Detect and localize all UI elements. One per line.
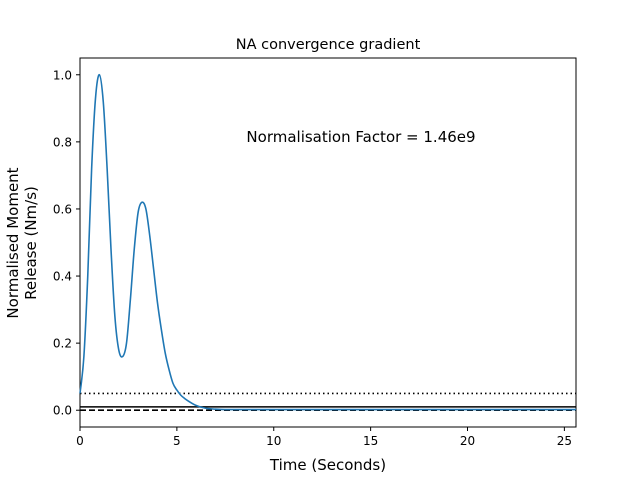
y-tick-label: 0.6 xyxy=(53,202,72,216)
y-tick-label: 0.0 xyxy=(53,404,72,418)
plot-frame xyxy=(79,57,577,428)
x-tick-label: 20 xyxy=(460,434,475,448)
x-axis-label: Time (Seconds) xyxy=(269,456,386,474)
x-tick-label: 5 xyxy=(173,434,181,448)
normalisation-annotation: Normalisation Factor = 1.46e9 xyxy=(246,128,475,146)
x-axis-ticks: 0 5 10 15 20 25 xyxy=(76,427,572,448)
x-tick-label: 0 xyxy=(76,434,84,448)
y-axis-ticks: 0.0 0.2 0.4 0.6 0.8 1.0 xyxy=(53,68,80,418)
chart-title: NA convergence gradient xyxy=(236,37,421,53)
series-layer xyxy=(79,73,576,411)
series-line xyxy=(79,73,576,411)
y-tick-label: 0.4 xyxy=(53,270,72,284)
y-axis-label-line-2: Release (Nm/s) xyxy=(22,186,40,300)
plot-area xyxy=(79,57,577,428)
x-tick-label: 15 xyxy=(363,434,378,448)
y-tick-label: 1.0 xyxy=(53,68,72,82)
x-tick-label: 25 xyxy=(557,434,572,448)
y-tick-label: 0.2 xyxy=(53,337,72,351)
y-tick-label: 0.8 xyxy=(53,135,72,149)
y-axis-label-line-1: Normalised Moment xyxy=(4,167,22,318)
x-tick-label: 10 xyxy=(266,434,281,448)
y-axis-label: Normalised Moment Release (Nm/s) xyxy=(4,167,40,318)
